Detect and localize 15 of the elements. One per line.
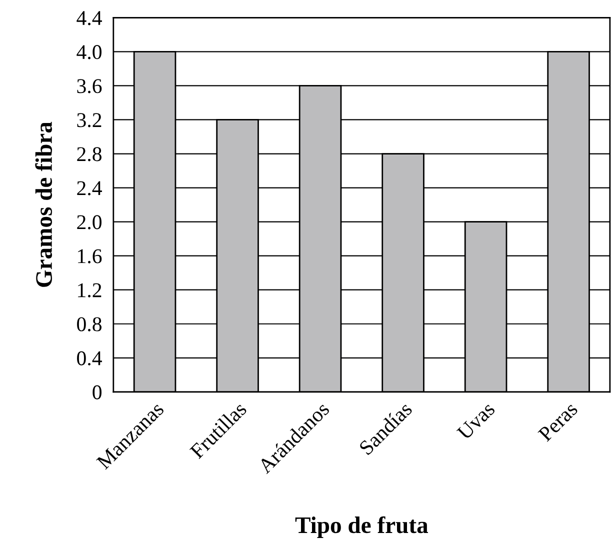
y-tick-label: 0 — [92, 385, 102, 400]
y-tick-label: 0.8 — [77, 317, 102, 332]
y-tick-label: 4.0 — [76, 45, 102, 60]
x-axis-title: Tipo de fruta — [295, 516, 428, 538]
y-tick-label: 1.6 — [78, 249, 102, 264]
y-tick-label: 3.6 — [77, 79, 102, 94]
y-tick-label: 2.4 — [77, 181, 102, 196]
y-tick-label: 2.0 — [77, 215, 102, 230]
x-tick-label: Uvas — [456, 401, 496, 441]
y-axis-title: Gramos de fibra — [35, 122, 52, 287]
y-tick-label: 1.2 — [78, 283, 102, 298]
y-tick-label: 2.8 — [77, 147, 102, 162]
y-tick-label: 0.4 — [77, 351, 102, 366]
y-tick-label: 4.4 — [76, 11, 102, 26]
y-tick-label: 3.2 — [77, 113, 102, 128]
